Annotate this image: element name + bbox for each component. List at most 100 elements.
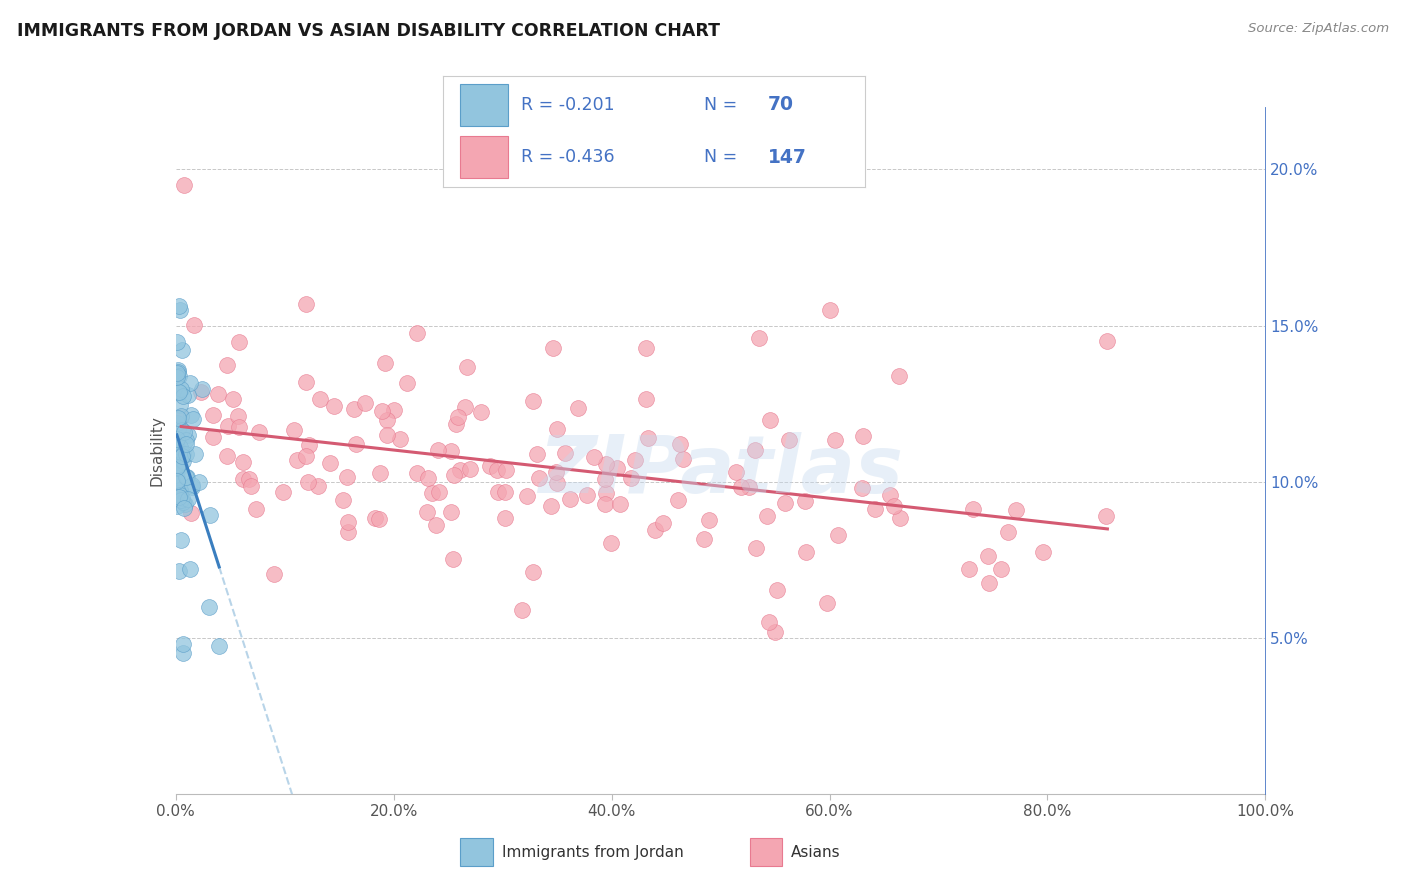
- Point: [669, 437, 692, 451]
- Point: [977, 576, 1000, 591]
- Point: [166, 334, 188, 349]
- Point: [546, 476, 568, 491]
- Point: [558, 492, 581, 507]
- Point: [600, 536, 623, 550]
- Point: [593, 472, 616, 486]
- Point: [794, 545, 817, 559]
- Point: [440, 443, 463, 458]
- Point: [449, 462, 471, 476]
- Point: [527, 471, 550, 485]
- Point: [624, 453, 647, 467]
- Point: [815, 595, 838, 609]
- Point: [167, 442, 190, 457]
- Point: [167, 422, 190, 436]
- Point: [745, 541, 768, 556]
- Point: [889, 511, 911, 525]
- Point: [794, 494, 817, 508]
- Point: [174, 447, 197, 461]
- Point: [354, 396, 377, 410]
- Point: [526, 447, 548, 461]
- Point: [637, 431, 659, 445]
- Point: [443, 468, 465, 483]
- Point: [170, 383, 193, 397]
- Point: [425, 518, 447, 533]
- Point: [337, 515, 360, 529]
- Point: [208, 639, 231, 653]
- Point: [207, 386, 229, 401]
- Point: [166, 366, 188, 380]
- Point: [166, 471, 188, 485]
- Point: [1097, 334, 1119, 348]
- Point: [273, 485, 295, 500]
- Point: [406, 326, 429, 341]
- Point: [172, 389, 194, 403]
- Point: [827, 528, 849, 542]
- Point: [644, 523, 666, 537]
- Point: [634, 341, 657, 355]
- Point: [167, 384, 190, 399]
- Point: [217, 450, 239, 464]
- Point: [693, 532, 716, 546]
- Point: [486, 484, 509, 499]
- Point: [172, 446, 194, 460]
- Point: [730, 480, 752, 494]
- Point: [883, 499, 905, 513]
- Point: [166, 460, 188, 475]
- Point: [672, 452, 695, 467]
- Point: [337, 524, 360, 539]
- Point: [167, 365, 190, 379]
- Point: [245, 502, 267, 516]
- Point: [494, 485, 516, 500]
- Point: [283, 423, 305, 437]
- Text: 147: 147: [768, 148, 807, 167]
- Point: [180, 506, 202, 520]
- Point: [567, 401, 589, 415]
- Point: [176, 469, 198, 483]
- Point: [395, 376, 418, 390]
- Y-axis label: Disability: Disability: [149, 415, 165, 486]
- Point: [495, 463, 517, 477]
- Point: [443, 551, 465, 566]
- Point: [173, 425, 195, 440]
- Point: [166, 475, 188, 489]
- Point: [863, 501, 886, 516]
- Point: [540, 499, 562, 513]
- Point: [173, 497, 195, 511]
- Point: [1032, 544, 1054, 558]
- Point: [202, 409, 225, 423]
- Point: [170, 343, 193, 357]
- Point: [818, 302, 841, 317]
- Point: [763, 624, 786, 639]
- Point: [758, 615, 780, 630]
- Point: [759, 413, 782, 427]
- Point: [170, 449, 193, 463]
- Point: [172, 646, 194, 660]
- Point: [541, 341, 564, 355]
- Point: [239, 478, 262, 492]
- Point: [170, 492, 193, 507]
- Point: [263, 566, 285, 581]
- Point: [322, 399, 344, 413]
- Point: [169, 461, 191, 475]
- Point: [456, 359, 478, 374]
- Point: [166, 416, 188, 430]
- Point: [177, 427, 200, 442]
- Point: [773, 496, 796, 510]
- Point: [180, 409, 202, 423]
- Point: [169, 483, 191, 498]
- Point: [166, 432, 188, 446]
- Point: [172, 424, 194, 438]
- Point: [198, 600, 221, 615]
- Point: [190, 384, 212, 399]
- Point: [309, 392, 332, 407]
- Point: [169, 440, 191, 454]
- Point: [295, 375, 318, 389]
- Text: R = -0.436: R = -0.436: [520, 148, 614, 166]
- Point: [294, 450, 316, 464]
- Point: [174, 436, 197, 450]
- Point: [198, 508, 221, 522]
- Point: [606, 460, 628, 475]
- Point: [427, 485, 450, 500]
- Text: Immigrants from Jordan: Immigrants from Jordan: [502, 845, 683, 860]
- Point: [879, 487, 901, 501]
